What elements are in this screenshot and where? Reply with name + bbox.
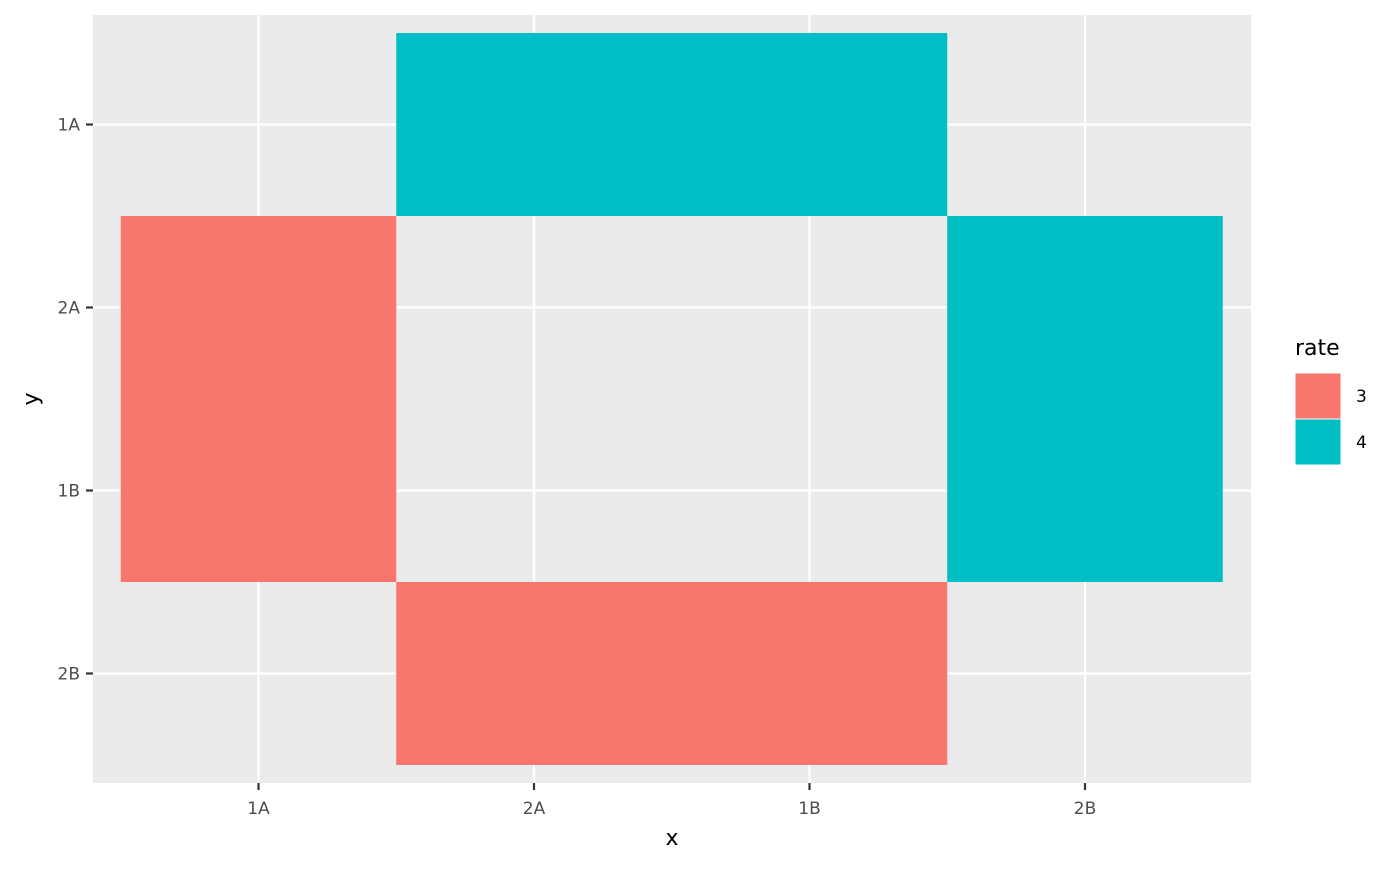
- y-tick-label: 1B: [58, 482, 80, 502]
- heatmap-tile: [120, 216, 397, 582]
- legend-label: 3: [1356, 387, 1367, 407]
- y-tick-label: 2B: [58, 665, 80, 685]
- axes: 1A 2A 1B 2B 1A 2A 1B 2B: [58, 116, 1097, 820]
- x-tick-label: 2A: [523, 799, 546, 819]
- legend-title: rate: [1295, 336, 1340, 361]
- tiles: [120, 33, 1223, 765]
- y-axis-title: y: [19, 392, 44, 405]
- heatmap-tile: [396, 33, 948, 216]
- x-tick-label: 2B: [1074, 799, 1096, 819]
- legend-key: [1294, 372, 1342, 420]
- legend: rate 34: [1294, 336, 1367, 466]
- x-axis-title: x: [665, 826, 678, 851]
- legend-items: 34: [1294, 372, 1367, 466]
- y-tick-label: 1A: [58, 116, 81, 136]
- heatmap-tile: [396, 582, 948, 765]
- x-tick-label: 1B: [798, 799, 820, 819]
- legend-key: [1294, 418, 1342, 466]
- x-tick-label: 1A: [247, 799, 270, 819]
- y-tick-label: 2A: [58, 299, 81, 319]
- heatmap-tile: [947, 216, 1223, 582]
- legend-label: 4: [1356, 433, 1367, 453]
